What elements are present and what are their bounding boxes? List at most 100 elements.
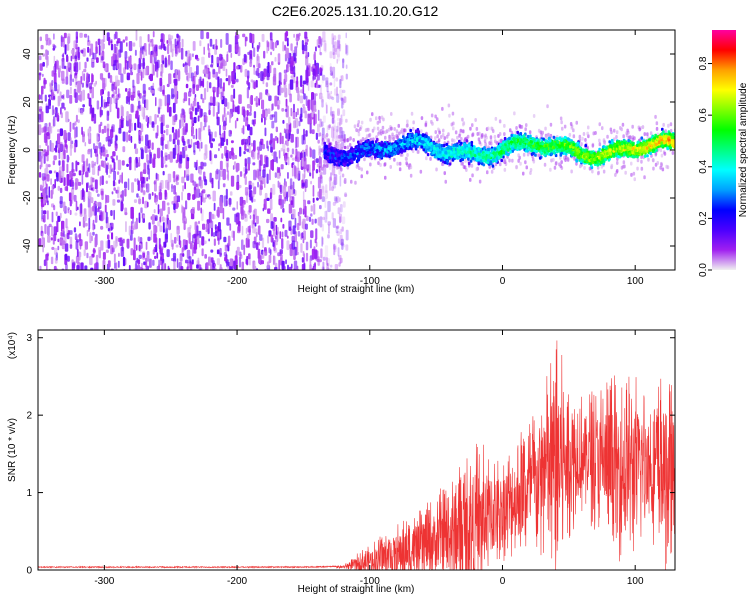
spectrogram-noise-cell xyxy=(60,231,64,237)
spectrogram-noise-cell xyxy=(109,104,112,113)
spectrogram-noise-cell xyxy=(116,143,118,149)
spectrogram-halo-cell xyxy=(630,161,633,166)
spectrogram-noise-cell xyxy=(110,43,114,51)
spectrogram-noise-cell xyxy=(180,47,184,60)
spectrogram-noise-cell xyxy=(174,45,178,57)
spectrogram-halo-cell xyxy=(615,135,618,139)
spectrogram-halo-cell xyxy=(357,128,360,133)
spectrogram-halo-cell xyxy=(461,117,464,122)
spectrogram-halo-cell xyxy=(447,103,451,108)
spectrogram-noise-cell xyxy=(249,32,252,43)
spectrogram-noise-cell xyxy=(228,44,232,53)
spectrogram-noise-cell xyxy=(97,201,101,207)
spectrogram-noise-cell xyxy=(61,57,65,69)
spectrogram-noise-cell xyxy=(296,39,298,48)
spectrogram-noise-cell xyxy=(323,40,327,52)
spectrogram-noise-cell xyxy=(51,79,54,86)
spectrogram-noise-cell xyxy=(126,111,129,121)
spectrogram-noise-cell xyxy=(236,201,238,210)
spectrogram-noise-cell xyxy=(131,182,134,193)
spectrogram-noise-cell xyxy=(303,93,306,100)
spectrogram-noise-cell xyxy=(106,153,109,158)
spectrogram-noise-cell xyxy=(295,37,299,42)
spectrogram-noise-cell xyxy=(246,148,249,153)
spectrogram-noise-cell xyxy=(110,268,114,270)
spectrogram-noise-cell xyxy=(275,41,277,49)
spectrogram-halo-cell xyxy=(348,137,351,142)
spectrogram-noise-cell xyxy=(319,45,321,56)
spectrogram-noise-cell xyxy=(333,128,335,139)
spectrogram-halo-cell xyxy=(528,130,532,135)
spectrogram-noise-cell xyxy=(286,129,289,141)
spectrogram-noise-cell xyxy=(253,111,257,119)
spectrogram-noise-cell xyxy=(298,120,301,127)
spectrogram-noise-cell xyxy=(161,41,165,49)
spectrogram-noise-cell xyxy=(90,104,93,114)
spectrogram-noise-cell xyxy=(173,203,176,211)
spectrogram-noise-cell xyxy=(288,133,291,140)
spectrogram-noise-cell xyxy=(102,252,106,260)
spectrogram-noise-cell xyxy=(339,130,342,134)
spectrogram-noise-cell xyxy=(252,241,256,249)
spectrogram-halo-cell xyxy=(317,132,321,137)
spectrogram-noise-cell xyxy=(312,149,316,159)
spectrogram-noise-cell xyxy=(305,95,308,107)
spectrogram-noise-cell xyxy=(332,180,336,189)
spectrogram-noise-cell xyxy=(173,196,177,204)
spectrogram-noise-cell xyxy=(181,176,185,184)
spectrogram-noise-cell xyxy=(333,244,337,250)
spectrogram-noise-cell xyxy=(301,157,304,167)
spectrogram-noise-cell xyxy=(46,150,49,162)
spectrogram-noise-cell xyxy=(113,43,117,54)
spectrogram-noise-cell xyxy=(182,63,185,68)
spectrogram-noise-cell xyxy=(167,140,170,150)
spectrogram-noise-cell xyxy=(222,114,224,123)
spectrogram-noise-cell xyxy=(266,261,270,268)
spectrogram-halo-cell xyxy=(405,161,408,166)
spectrogram-noise-cell xyxy=(142,190,146,196)
spectrogram-noise-cell xyxy=(216,209,220,217)
spectrogram-noise-cell xyxy=(209,38,213,47)
spectrogram-noise-cell xyxy=(57,84,60,92)
spectrogram-noise-cell xyxy=(210,249,214,253)
spectrogram-noise-cell xyxy=(69,137,72,147)
spectrogram-noise-cell xyxy=(336,53,340,62)
spectrogram-noise-cell xyxy=(248,253,251,260)
spectrogram-halo-cell xyxy=(669,128,673,133)
spectrogram-noise-cell xyxy=(53,265,57,270)
spectrogram-noise-cell xyxy=(296,87,300,94)
spectrogram-noise-cell xyxy=(205,193,207,200)
spectrogram-halo-cell xyxy=(474,118,477,122)
spectrogram-noise-cell xyxy=(200,108,203,117)
spectrogram-noise-cell xyxy=(231,71,235,82)
spectrogram-noise-cell xyxy=(242,109,246,117)
spectrogram-noise-cell xyxy=(234,120,237,129)
spectrogram-noise-cell xyxy=(125,96,129,104)
spectrogram-noise-cell xyxy=(216,101,219,107)
spectrogram-noise-cell xyxy=(270,39,274,50)
spectrogram-noise-cell xyxy=(266,47,269,54)
spectrogram-noise-cell xyxy=(54,178,56,189)
spectrogram-noise-cell xyxy=(118,49,122,58)
spectrogram-noise-cell xyxy=(163,156,166,164)
spectrogram-noise-cell xyxy=(63,149,66,160)
spectrogram-noise-cell xyxy=(42,210,47,215)
spectrogram-halo-cell xyxy=(417,149,420,154)
spectrogram-noise-cell xyxy=(177,130,179,142)
spectrogram-noise-cell xyxy=(162,60,165,65)
spectrogram-noise-cell xyxy=(119,118,122,131)
spectrogram-noise-cell xyxy=(220,62,223,69)
spectrogram-noise-cell xyxy=(83,68,87,73)
spectrogram-noise-cell xyxy=(164,152,168,156)
spectrogram-noise-cell xyxy=(127,60,129,70)
spectrogram-noise-cell xyxy=(38,145,42,149)
spectrogram-noise-cell xyxy=(195,128,198,140)
spectrogram-halo-cell xyxy=(525,123,528,128)
spectrogram-noise-cell xyxy=(155,198,158,205)
spectrogram-halo-cell xyxy=(381,130,385,135)
spectrogram-noise-cell xyxy=(280,200,283,210)
spectrogram-noise-cell xyxy=(133,199,138,203)
spectrogram-noise-cell xyxy=(148,222,151,230)
spectrogram-halo-cell xyxy=(375,116,378,121)
spectrogram-noise-cell xyxy=(67,33,71,44)
